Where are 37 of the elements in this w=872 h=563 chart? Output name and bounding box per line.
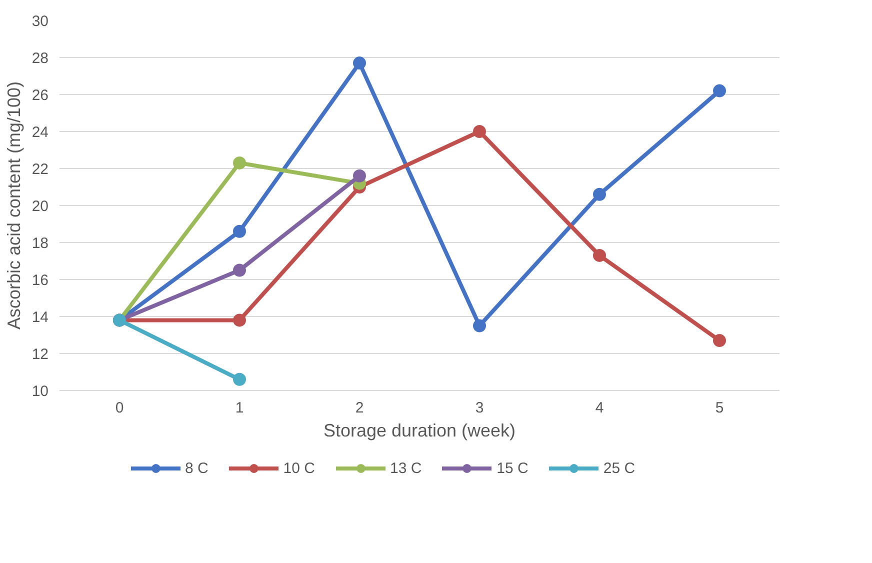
y-tick-label: 20 [32, 198, 49, 215]
y-tick-label: 22 [32, 161, 49, 178]
x-tick-label: 3 [475, 400, 484, 416]
y-tick-label: 14 [32, 309, 49, 326]
point [353, 169, 366, 182]
x-tick-label: 4 [595, 400, 604, 416]
legend-label: 15 C [496, 460, 528, 476]
point [233, 224, 246, 238]
point [593, 248, 606, 262]
point [233, 372, 246, 386]
point [713, 84, 726, 98]
point [233, 156, 246, 170]
x-tick-label: 5 [715, 400, 724, 416]
y-tick-label: 12 [32, 346, 49, 363]
point [473, 319, 486, 332]
legend-label: 13 C [390, 460, 422, 476]
y-axis-title: Ascorbic acid content (mg/100) [4, 81, 24, 330]
point [473, 125, 486, 138]
legend-label: 10 C [283, 460, 315, 476]
y-tick-label: 18 [32, 235, 49, 252]
x-tick-label: 1 [235, 400, 244, 416]
y-tick-label: 30 [32, 13, 49, 30]
point [353, 56, 366, 70]
x-axis-title: Storage duration (week) [323, 420, 516, 440]
y-tick-label: 24 [32, 124, 49, 141]
legend-label: 25 C [603, 460, 636, 476]
x-tick-label: 0 [115, 400, 124, 416]
point [233, 314, 246, 327]
y-tick-label: 26 [32, 87, 49, 104]
point [593, 188, 606, 201]
point [713, 334, 726, 348]
y-tick-label: 28 [32, 50, 49, 67]
legend-label: 8 C [184, 460, 208, 476]
x-tick-label: 2 [355, 400, 364, 416]
y-tick-label: 16 [32, 272, 49, 289]
point [233, 264, 246, 277]
y-tick-label: 10 [32, 383, 49, 400]
